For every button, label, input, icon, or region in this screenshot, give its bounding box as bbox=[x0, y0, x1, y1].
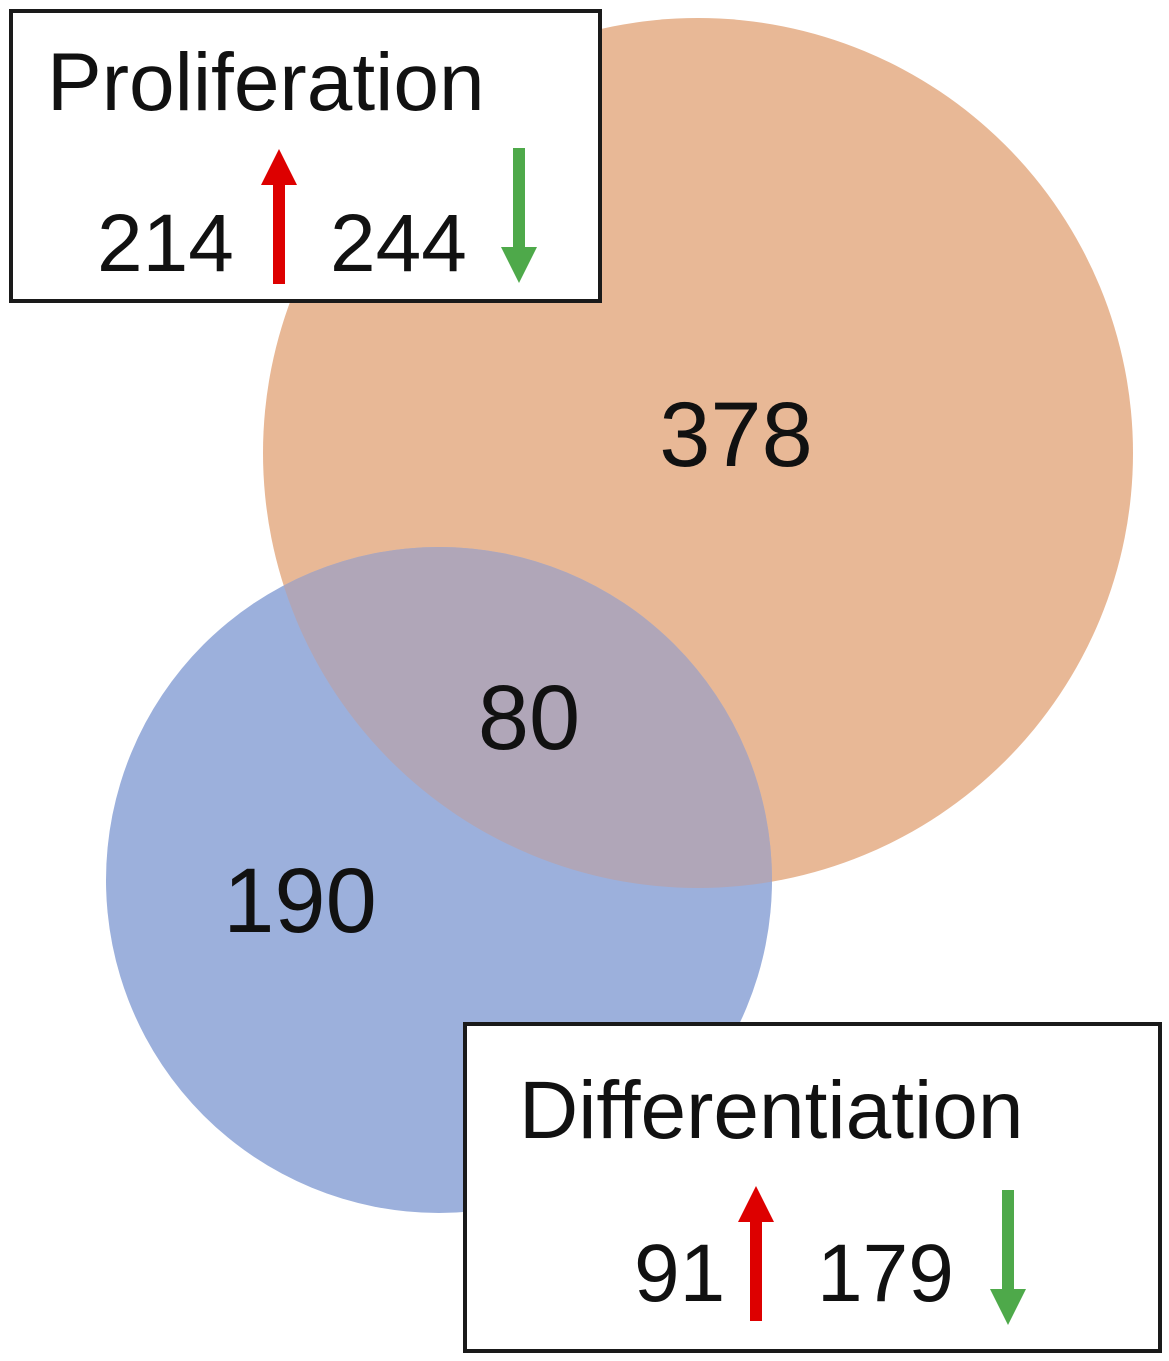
proliferation-title: Proliferation bbox=[47, 37, 485, 128]
differentiation-down-count: 179 bbox=[817, 1228, 954, 1319]
arrow-up-icon bbox=[738, 1186, 774, 1321]
arrow-down-icon bbox=[990, 1190, 1026, 1325]
proliferation-down-count: 244 bbox=[330, 198, 467, 289]
differentiation-legend-box: Differentiation 91 179 bbox=[463, 1022, 1162, 1353]
differentiation-only-count: 190 bbox=[223, 850, 377, 952]
arrow-up-icon bbox=[261, 149, 297, 284]
differentiation-title: Differentiation bbox=[519, 1065, 1024, 1156]
proliferation-up-count: 214 bbox=[97, 198, 234, 289]
proliferation-only-count: 378 bbox=[659, 384, 813, 486]
proliferation-legend-box: Proliferation 214 244 bbox=[9, 9, 602, 303]
overlap-count: 80 bbox=[478, 667, 580, 769]
differentiation-up-count: 91 bbox=[634, 1228, 726, 1319]
arrow-down-icon bbox=[501, 148, 537, 283]
